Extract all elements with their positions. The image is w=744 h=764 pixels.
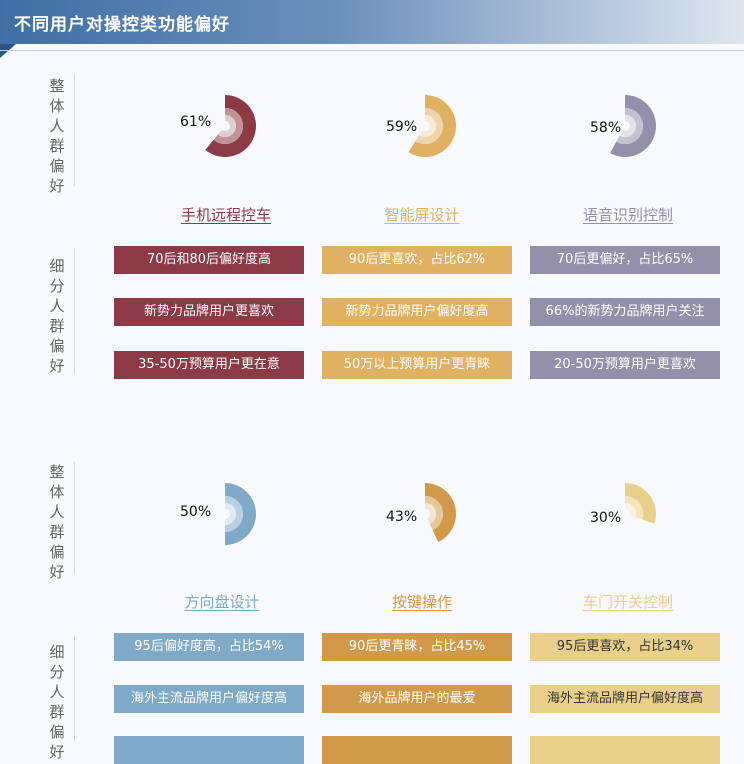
tag-door-2: 海外主流品牌用户偏好度高 <box>530 685 720 713</box>
segment-label-1: 细分人群偏好 <box>49 257 65 375</box>
tag-screen-2: 新势力品牌用户偏好度高 <box>322 298 512 326</box>
tag-steering-2: 海外主流品牌用户偏好度高 <box>114 685 304 713</box>
feature-steering-wheel: 方向盘设计 <box>184 593 260 611</box>
gauge-voice-control <box>570 90 680 162</box>
feature-smart-screen: 智能屏设计 <box>384 206 460 224</box>
gauge-arc-outer <box>408 95 456 157</box>
tag-steering-3 <box>114 736 304 764</box>
page-title: 不同用户对操控类功能偏好 <box>14 15 230 35</box>
gauge-arc-middle <box>625 496 643 520</box>
gauge-arc-middle <box>616 108 643 144</box>
tag-steering-1: 95后偏好度高，占比54% <box>114 633 304 661</box>
tag-door-1: 95后更喜欢，占比34% <box>530 633 720 661</box>
percent-button-operation: 43% <box>386 509 418 525</box>
gauge-button-operation <box>370 478 480 550</box>
gauge-arc-inner <box>425 503 436 524</box>
feature-door-control: 车门开关控制 <box>582 593 673 611</box>
gauge-arc-inner <box>225 503 236 525</box>
gauge-remote-control <box>170 90 280 162</box>
segment-label-2: 细分人群偏好 <box>49 643 65 761</box>
overall-divider-1 <box>74 74 75 186</box>
gauge-arc-middle <box>225 496 243 532</box>
overall-divider-2 <box>74 462 75 574</box>
gauge-arc-middle <box>415 108 443 144</box>
gauge-arc-inner <box>625 503 636 518</box>
gauge-svg <box>205 95 256 157</box>
tag-button-3 <box>322 736 512 764</box>
feature-button-operation: 按键操作 <box>391 593 452 611</box>
tag-remote-3: 35-50万预算用户更在意 <box>114 351 304 379</box>
gauge-steering-wheel <box>170 478 280 550</box>
tag-voice-3: 20-50万预算用户更喜欢 <box>530 351 720 379</box>
gauge-arc-outer <box>225 483 256 545</box>
gauge-arc-outer <box>425 483 456 543</box>
gauge-smart-screen <box>370 90 480 162</box>
gauge-arc-outer <box>625 483 656 524</box>
gauge-svg <box>225 483 256 545</box>
segment-divider-2 <box>74 636 75 741</box>
tag-screen-1: 90后更喜欢，占比62% <box>322 246 512 274</box>
tag-screen-3: 50万以上预算用户更青睐 <box>322 351 512 379</box>
gauge-arc-inner <box>419 115 436 137</box>
gauge-arc-middle <box>213 108 243 144</box>
gauge-arc-middle <box>425 496 443 531</box>
tag-remote-1: 70后和80后偏好度高 <box>114 246 304 274</box>
tag-door-3 <box>530 736 720 764</box>
gauge-svg <box>425 483 456 543</box>
percent-steering-wheel: 50% <box>180 504 212 520</box>
feature-voice-control: 语音识别控制 <box>582 206 673 224</box>
gauge-arc-outer <box>610 95 656 157</box>
percent-smart-screen: 59% <box>386 119 418 135</box>
gauge-arc-outer <box>205 95 256 157</box>
feature-remote-control: 手机远程控车 <box>180 206 271 224</box>
percent-voice-control: 58% <box>590 120 622 136</box>
overall-label-2: 整体人群偏好 <box>49 463 65 581</box>
gauge-svg <box>610 95 656 157</box>
segment-divider-1 <box>74 248 75 374</box>
tag-button-2: 海外品牌用户的最爱 <box>322 685 512 713</box>
gauge-svg <box>408 95 456 157</box>
percent-remote-control: 61% <box>180 114 212 130</box>
header-divider <box>0 50 744 51</box>
gauge-door-control <box>570 478 680 550</box>
tag-voice-2: 66%的新势力品牌用户关注 <box>530 298 720 326</box>
gauge-svg <box>625 483 656 524</box>
tag-voice-1: 70后更偏好，占比65% <box>530 246 720 274</box>
tag-button-1: 90后更青睐，占比45% <box>322 633 512 661</box>
page-header: 不同用户对操控类功能偏好 <box>0 0 744 44</box>
header-fold-decoration <box>0 44 16 58</box>
tag-remote-2: 新势力品牌用户更喜欢 <box>114 298 304 326</box>
gauge-arc-inner <box>217 115 236 137</box>
gauge-arc-inner <box>619 115 636 137</box>
percent-door-control: 30% <box>590 510 622 526</box>
overall-label-1: 整体人群偏好 <box>49 77 65 195</box>
